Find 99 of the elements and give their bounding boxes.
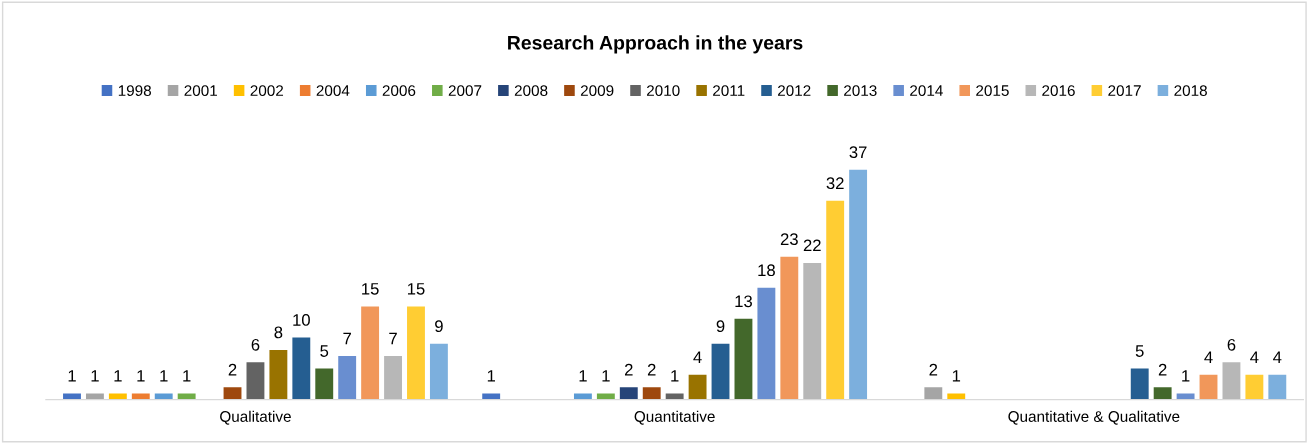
- data-label: 1: [137, 370, 145, 382]
- data-label: 5: [1135, 345, 1144, 357]
- x-tick-label: Quantitative & Qualitative: [1008, 410, 1180, 425]
- bar: [1153, 387, 1172, 400]
- bar: [665, 393, 684, 400]
- legend-label: 2004: [316, 85, 350, 97]
- legend-label: 2008: [514, 85, 548, 97]
- data-label: 2: [1158, 363, 1167, 376]
- bar: [924, 387, 943, 400]
- legend-label: 2001: [184, 85, 217, 97]
- data-label: 4: [1204, 351, 1213, 363]
- data-label: 6: [251, 338, 260, 351]
- data-label: 1: [68, 370, 76, 382]
- legend-label: 2010: [646, 85, 680, 97]
- bar: [131, 393, 150, 400]
- data-label: 1: [183, 370, 191, 382]
- legend-label: 2014: [910, 85, 943, 97]
- legend-label: 2012: [777, 85, 811, 97]
- bar: [269, 349, 288, 400]
- bar: [1222, 362, 1241, 400]
- bar: [1199, 374, 1218, 400]
- bar: [642, 387, 661, 400]
- data-label: 22: [803, 239, 821, 252]
- legend-label: 2016: [1042, 85, 1075, 97]
- bar: [711, 343, 730, 400]
- data-label: 8: [274, 326, 283, 339]
- bar: [338, 356, 357, 400]
- bar: [482, 393, 501, 400]
- data-label: 2: [228, 363, 237, 376]
- bar: [1268, 374, 1287, 400]
- legend-label: 2011: [713, 85, 745, 97]
- bar: [1245, 374, 1264, 400]
- legend-label: 2002: [250, 85, 284, 97]
- data-label: 1: [91, 370, 99, 382]
- bar: [63, 393, 81, 400]
- data-label: 6: [1227, 338, 1236, 351]
- bar: [361, 306, 380, 400]
- data-label: 4: [1273, 351, 1282, 363]
- bar: [734, 318, 753, 400]
- data-label: 1: [579, 370, 587, 382]
- bar: [596, 393, 615, 400]
- legend-label: 2018: [1174, 85, 1207, 97]
- data-label: 7: [343, 332, 351, 345]
- bar: [849, 169, 868, 400]
- bar: [619, 387, 638, 400]
- data-label: 18: [758, 264, 775, 277]
- data-label: 2: [647, 363, 656, 376]
- data-label: 5: [320, 345, 329, 357]
- data-label: 10: [293, 314, 310, 326]
- data-label: 9: [716, 320, 725, 333]
- bar: [384, 356, 402, 400]
- data-label: 37: [849, 146, 867, 159]
- bar: [108, 393, 127, 400]
- bar: [573, 393, 592, 400]
- data-label: 1: [114, 370, 122, 382]
- data-label: 1: [1182, 370, 1190, 382]
- data-label: 1: [952, 370, 961, 382]
- bar: [177, 393, 196, 400]
- bar: [826, 200, 845, 400]
- chart-title: Research Approach in the years: [508, 35, 803, 54]
- legend-label: 2013: [844, 85, 877, 97]
- bar: [803, 262, 822, 400]
- data-label: 1: [602, 370, 610, 382]
- data-label: 13: [735, 295, 752, 308]
- data-label: 15: [362, 283, 379, 295]
- x-tick-label: Quantitative: [634, 410, 715, 425]
- legend-label: 2015: [976, 85, 1009, 97]
- bar: [780, 256, 799, 400]
- bar: [1176, 393, 1195, 400]
- bar: [315, 368, 334, 400]
- bar: [154, 393, 173, 400]
- data-label: 4: [693, 351, 702, 363]
- legend-label: 2007: [448, 85, 482, 97]
- data-label: 23: [780, 233, 798, 246]
- data-label: 2: [929, 363, 938, 376]
- bar: [246, 362, 265, 400]
- bar: [688, 374, 707, 400]
- legend-label: 1998: [118, 85, 151, 97]
- bar: [947, 393, 966, 400]
- bar: [85, 393, 104, 400]
- data-label: 7: [389, 332, 397, 345]
- data-label: 1: [160, 370, 168, 382]
- x-tick-label: Qualitative: [220, 410, 291, 425]
- bar: [1130, 368, 1149, 400]
- data-label: 2: [624, 363, 633, 376]
- legend-label: 2017: [1108, 85, 1141, 97]
- bar: [429, 343, 448, 400]
- data-label: 32: [826, 177, 844, 190]
- data-label: 15: [407, 283, 425, 295]
- data-label: 1: [671, 370, 679, 382]
- data-label: 1: [487, 370, 496, 382]
- legend-label: 2006: [382, 85, 416, 97]
- bar: [757, 287, 776, 400]
- data-label: 9: [435, 320, 443, 333]
- bar: [407, 306, 425, 400]
- legend-label: 2009: [580, 85, 614, 97]
- data-label: 4: [1250, 351, 1259, 363]
- bar: [223, 387, 242, 400]
- bar: [292, 337, 311, 400]
